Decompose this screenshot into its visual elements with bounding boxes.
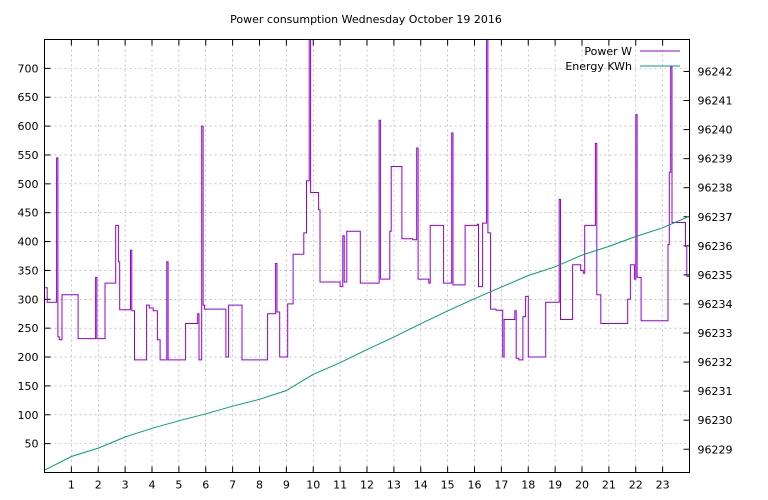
y2-tick-label: 96232: [698, 356, 733, 369]
x-tick-label: 9: [283, 479, 290, 492]
legend-label: Power W: [584, 45, 632, 58]
y-tick-label: 650: [18, 91, 39, 104]
y2-tick-label: 96229: [698, 443, 733, 456]
power-wseries-line: [44, 39, 690, 361]
x-tick-label: 15: [441, 479, 455, 492]
y-tick-label: 200: [18, 351, 39, 364]
x-tick-label: 10: [306, 479, 320, 492]
y2-tick-label: 96238: [698, 182, 733, 195]
y2-tick-label: 96234: [698, 298, 733, 311]
x-tick-label: 19: [548, 479, 562, 492]
x-tick-label: 17: [494, 479, 508, 492]
x-tick-label: 14: [414, 479, 428, 492]
chart-title: Power consumption Wednesday October 19 2…: [230, 13, 502, 26]
y-axis-right-labels: 96229 96230 96231 96232 96233 96234 96235 96236…: [698, 65, 733, 456]
y2-tick-label: 96241: [698, 95, 733, 108]
x-tick-label: 13: [387, 479, 401, 492]
legend-label: Energy KWh: [565, 60, 632, 73]
x-tick-label: 7: [229, 479, 236, 492]
y2-tick-label: 96242: [698, 65, 733, 78]
y-tick-label: 600: [18, 120, 39, 133]
x-tick-label: 4: [149, 479, 156, 492]
plot-frame: [44, 39, 690, 473]
x-tick-label: 6: [202, 479, 209, 492]
x-tick-label: 20: [575, 479, 589, 492]
y2-tick-label: 96230: [698, 414, 733, 427]
x-tick-label: 5: [175, 479, 182, 492]
y-tick-label: 500: [18, 178, 39, 191]
y-tick-label: 450: [18, 207, 39, 220]
y-tick-label: 150: [18, 380, 39, 393]
series-lines: [44, 39, 690, 471]
y-tick-label: 400: [18, 236, 39, 249]
y-tick-label: 550: [18, 149, 39, 162]
y-tick-label: 100: [18, 409, 39, 422]
grid-lines: [44, 39, 690, 473]
y2-tick-label: 96237: [698, 211, 733, 224]
y-tick-label: 50: [25, 438, 39, 451]
y-axis-left-labels: 50 100 150 200 250 300 350 400 450 500 550 600 650 70…: [18, 62, 39, 450]
x-axis-labels: 1 2 3 4 5 6 7 8 9 10 11 12 13 14 15 16 17 18 19 20 21 22 23: [68, 479, 670, 492]
y-tick-label: 700: [18, 62, 39, 75]
x-tick-label: 11: [333, 479, 347, 492]
x-tick-label: 1: [68, 479, 75, 492]
y-tick-label: 250: [18, 322, 39, 335]
x-tick-label: 8: [256, 479, 263, 492]
energy-kwhseries-line: [44, 215, 690, 471]
y-tick-label: 300: [18, 293, 39, 306]
x-tick-label: 23: [656, 479, 670, 492]
x-tick-label: 22: [629, 479, 643, 492]
y-tick-label: 350: [18, 264, 39, 277]
legend: Power W Energy KWh: [565, 45, 680, 73]
x-tick-label: 3: [122, 479, 129, 492]
y2-tick-label: 96240: [698, 124, 733, 137]
x-tick-label: 21: [602, 479, 616, 492]
y2-tick-label: 96239: [698, 153, 733, 166]
y2-tick-label: 96233: [698, 327, 733, 340]
x-tick-label: 18: [521, 479, 535, 492]
x-tick-label: 2: [95, 479, 102, 492]
y2-tick-label: 96236: [698, 240, 733, 253]
y2-tick-label: 96235: [698, 269, 733, 282]
x-tick-label: 16: [468, 479, 482, 492]
x-tick-label: 12: [360, 479, 374, 492]
y2-tick-label: 96231: [698, 385, 733, 398]
